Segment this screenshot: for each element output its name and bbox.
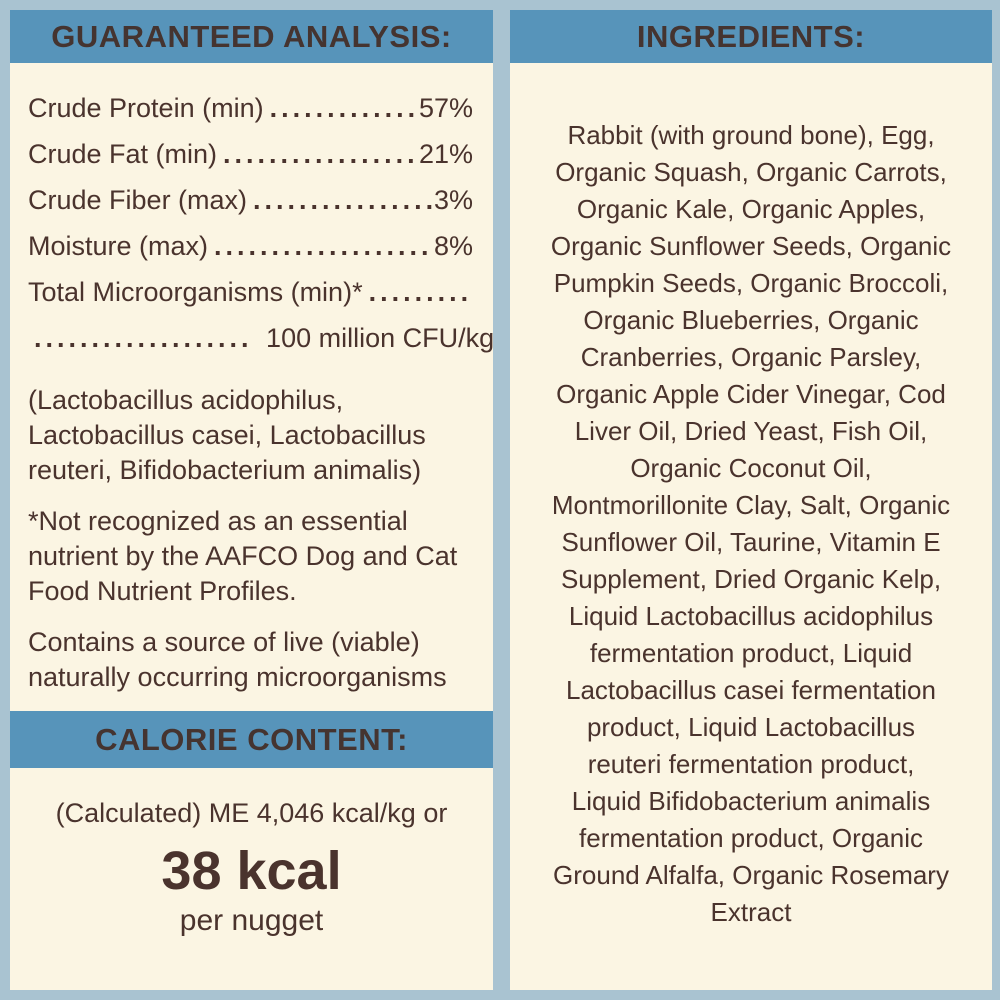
- guaranteed-analysis-column: GUARANTEED ANALYSIS: Crude Protein (min)…: [10, 10, 494, 990]
- calorie-calculated-line: (Calculated) ME 4,046 kcal/kg or: [55, 798, 448, 828]
- analysis-label: Crude Fiber (max): [28, 185, 248, 215]
- analysis-value: 8%: [433, 231, 473, 261]
- analysis-value: 57%: [418, 93, 473, 123]
- guaranteed-analysis-title: GUARANTEED ANALYSIS:: [51, 18, 452, 54]
- ingredients-list: Rabbit (with ground bone), Egg, Organic …: [550, 120, 952, 927]
- dot-leader: ...................: [34, 323, 253, 353]
- analysis-row-moisture: Moisture (max) .........................…: [28, 223, 473, 269]
- aafco-footnote: *Not recognized as an essential nutrient…: [28, 506, 458, 606]
- dot-leader: ....................: [368, 277, 473, 307]
- cfu-value: 100 million CFU/kg: [266, 323, 495, 353]
- guaranteed-analysis-header: GUARANTEED ANALYSIS:: [10, 10, 493, 63]
- calorie-content-panel: (Calculated) ME 4,046 kcal/kg or 38 kcal…: [10, 768, 493, 990]
- calorie-content-header: CALORIE CONTENT:: [10, 711, 493, 768]
- guaranteed-analysis-panel: Crude Protein (min) ....................…: [10, 63, 494, 711]
- analysis-row-crude-fiber: Crude Fiber (max) ......................…: [28, 177, 473, 223]
- analysis-row-total-microorganisms: Total Microorganisms (min)* ............…: [28, 269, 473, 315]
- ingredients-panel: Rabbit (with ground bone), Egg, Organic …: [510, 63, 992, 990]
- analysis-row-cfu-value: ................... 100 million CFU/kg: [28, 315, 494, 361]
- analysis-row-crude-fat: Crude Fat (min) ........................…: [28, 131, 473, 177]
- analysis-label: Crude Fat (min): [28, 139, 218, 169]
- dot-leader: ....................................: [269, 93, 419, 123]
- dot-leader: ....................................: [214, 231, 434, 261]
- calorie-unit: per nugget: [179, 904, 324, 937]
- analysis-value: 21%: [418, 139, 473, 169]
- analysis-label: Crude Protein (min): [28, 93, 264, 123]
- calorie-content-title: CALORIE CONTENT:: [95, 721, 408, 757]
- analysis-label: Moisture (max): [28, 231, 209, 261]
- bacteria-species-note: (Lactobacillus acidophilus, Lactobacillu…: [28, 385, 426, 485]
- dot-leader: ....................................: [223, 139, 419, 169]
- live-microorganisms-note: Contains a source of live (viable) natur…: [28, 627, 447, 692]
- ingredients-title: INGREDIENTS:: [636, 18, 866, 54]
- dot-leader: ....................................: [253, 185, 434, 215]
- analysis-label: Total Microorganisms (min)*: [28, 277, 363, 307]
- analysis-row-crude-protein: Crude Protein (min) ....................…: [28, 85, 473, 131]
- ingredients-column: INGREDIENTS: Rabbit (with ground bone), …: [510, 10, 992, 990]
- calorie-value: 38 kcal: [161, 841, 342, 901]
- ingredients-header: INGREDIENTS:: [510, 10, 992, 63]
- analysis-value: 3%: [433, 185, 473, 215]
